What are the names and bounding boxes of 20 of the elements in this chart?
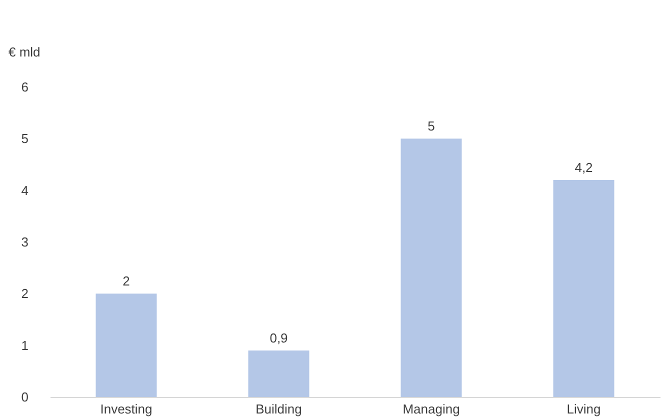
bar xyxy=(553,180,614,397)
y-tick-label: 3 xyxy=(21,234,28,250)
data-label: 5 xyxy=(428,118,435,134)
y-tick-label: 0 xyxy=(21,390,28,404)
bar xyxy=(400,138,462,397)
x-tick-label: Investing xyxy=(100,402,152,416)
y-tick-label: 1 xyxy=(21,338,28,353)
x-tick-label: Building xyxy=(256,402,302,416)
data-label: 4,2 xyxy=(574,160,593,175)
x-tick-label: Living xyxy=(566,402,601,416)
bar xyxy=(96,294,157,397)
y-tick-label: 6 xyxy=(21,80,28,94)
y-tick-label: 5 xyxy=(21,131,28,146)
bar xyxy=(248,350,310,397)
y-axis-title: € mld xyxy=(8,44,40,60)
data-label: 2 xyxy=(122,274,130,289)
data-label: 0,9 xyxy=(270,330,288,346)
y-tick-label: 2 xyxy=(21,286,28,302)
x-tick-label: Managing xyxy=(402,402,460,416)
y-tick-label: 4 xyxy=(21,182,28,198)
